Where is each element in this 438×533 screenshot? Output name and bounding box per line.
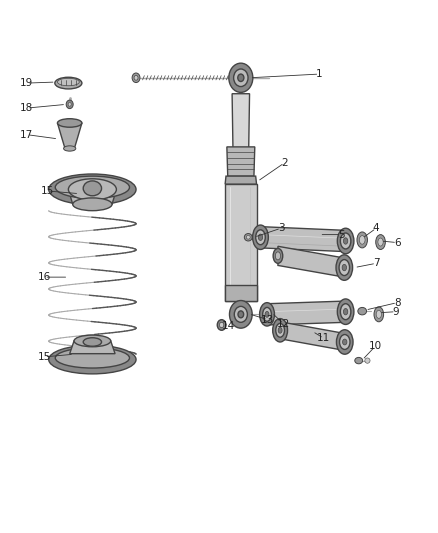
Text: 18: 18 (20, 103, 34, 113)
Ellipse shape (83, 181, 102, 196)
Ellipse shape (376, 235, 385, 249)
Polygon shape (225, 285, 257, 301)
Ellipse shape (64, 146, 76, 151)
Ellipse shape (339, 260, 350, 276)
Text: 14: 14 (222, 321, 235, 331)
Ellipse shape (358, 308, 367, 315)
Polygon shape (225, 176, 257, 184)
Ellipse shape (74, 335, 111, 347)
Ellipse shape (355, 358, 363, 364)
Ellipse shape (230, 301, 252, 328)
Ellipse shape (219, 322, 224, 328)
Text: 1: 1 (316, 69, 323, 79)
Ellipse shape (55, 77, 82, 89)
Text: 3: 3 (278, 223, 284, 233)
Text: 17: 17 (20, 130, 34, 140)
Ellipse shape (217, 320, 226, 330)
Ellipse shape (340, 233, 351, 249)
Text: 11: 11 (317, 333, 330, 343)
Ellipse shape (134, 75, 138, 80)
Ellipse shape (359, 236, 365, 244)
Polygon shape (261, 227, 346, 252)
Ellipse shape (238, 74, 244, 82)
Ellipse shape (376, 310, 381, 318)
Ellipse shape (49, 174, 136, 205)
Ellipse shape (57, 78, 79, 86)
Ellipse shape (55, 176, 130, 198)
Text: 9: 9 (392, 306, 399, 317)
Ellipse shape (276, 324, 285, 337)
Ellipse shape (265, 311, 269, 317)
Text: 5: 5 (338, 230, 345, 240)
Polygon shape (225, 184, 257, 301)
Ellipse shape (240, 311, 248, 318)
Ellipse shape (68, 102, 71, 106)
Text: 19: 19 (20, 78, 34, 88)
Ellipse shape (55, 348, 130, 368)
Ellipse shape (244, 233, 252, 241)
Polygon shape (278, 246, 344, 277)
Ellipse shape (49, 345, 136, 374)
Text: 13: 13 (261, 314, 275, 325)
Ellipse shape (342, 264, 346, 271)
Text: 2: 2 (281, 158, 288, 168)
Polygon shape (227, 147, 255, 176)
Polygon shape (70, 341, 115, 354)
Ellipse shape (57, 119, 82, 127)
Ellipse shape (343, 238, 348, 244)
Ellipse shape (357, 232, 367, 248)
Ellipse shape (337, 299, 354, 325)
Ellipse shape (336, 255, 353, 280)
Ellipse shape (336, 330, 353, 354)
Ellipse shape (258, 234, 263, 240)
Text: 10: 10 (369, 341, 382, 351)
Ellipse shape (238, 311, 244, 318)
Ellipse shape (343, 339, 347, 345)
Ellipse shape (340, 304, 351, 320)
Polygon shape (280, 322, 345, 351)
Text: 12: 12 (277, 319, 290, 329)
Ellipse shape (273, 319, 288, 342)
Ellipse shape (229, 63, 253, 92)
Ellipse shape (66, 100, 73, 109)
Ellipse shape (273, 248, 283, 263)
Ellipse shape (233, 69, 248, 86)
Ellipse shape (276, 252, 281, 260)
Ellipse shape (278, 327, 282, 333)
Polygon shape (57, 123, 82, 150)
Ellipse shape (256, 230, 265, 245)
Text: 16: 16 (38, 272, 51, 282)
Polygon shape (232, 94, 250, 150)
Polygon shape (68, 189, 117, 204)
Ellipse shape (83, 338, 102, 346)
Ellipse shape (365, 358, 370, 364)
Ellipse shape (339, 335, 350, 350)
Ellipse shape (68, 179, 117, 200)
Text: 6: 6 (394, 238, 400, 247)
Ellipse shape (73, 198, 112, 211)
Ellipse shape (337, 228, 354, 254)
Ellipse shape (378, 238, 383, 246)
Text: 7: 7 (373, 259, 379, 268)
Ellipse shape (260, 303, 275, 326)
Ellipse shape (343, 309, 348, 315)
Text: 8: 8 (394, 297, 400, 308)
Text: 4: 4 (373, 223, 379, 233)
Ellipse shape (234, 306, 247, 322)
Ellipse shape (374, 307, 384, 322)
Ellipse shape (246, 236, 250, 239)
Text: 15: 15 (41, 186, 54, 196)
Ellipse shape (132, 73, 140, 83)
Text: 15: 15 (38, 352, 51, 362)
Ellipse shape (263, 308, 272, 321)
Polygon shape (267, 301, 346, 325)
Ellipse shape (242, 312, 246, 316)
Ellipse shape (253, 225, 268, 249)
